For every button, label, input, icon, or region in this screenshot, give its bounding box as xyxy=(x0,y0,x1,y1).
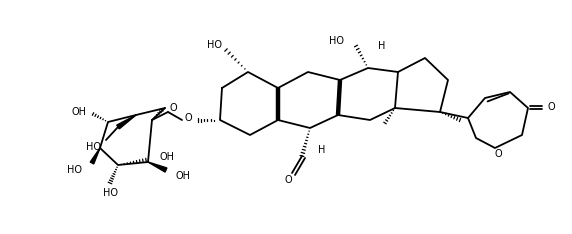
Text: OH: OH xyxy=(71,107,86,117)
Text: O: O xyxy=(494,149,502,159)
Text: OH: OH xyxy=(160,152,175,162)
Polygon shape xyxy=(148,162,167,172)
Text: HO: HO xyxy=(86,142,101,152)
Text: O: O xyxy=(184,113,192,123)
Polygon shape xyxy=(117,115,136,129)
Text: O: O xyxy=(170,103,178,113)
Polygon shape xyxy=(90,148,100,164)
Text: O: O xyxy=(284,175,292,185)
Text: HO: HO xyxy=(206,40,221,50)
Text: O: O xyxy=(548,102,555,112)
Text: H: H xyxy=(378,41,386,51)
Text: HO: HO xyxy=(102,188,117,198)
Text: HO: HO xyxy=(67,165,82,175)
Text: H: H xyxy=(318,145,325,155)
Text: HO: HO xyxy=(329,36,344,46)
Text: OH: OH xyxy=(176,171,191,181)
